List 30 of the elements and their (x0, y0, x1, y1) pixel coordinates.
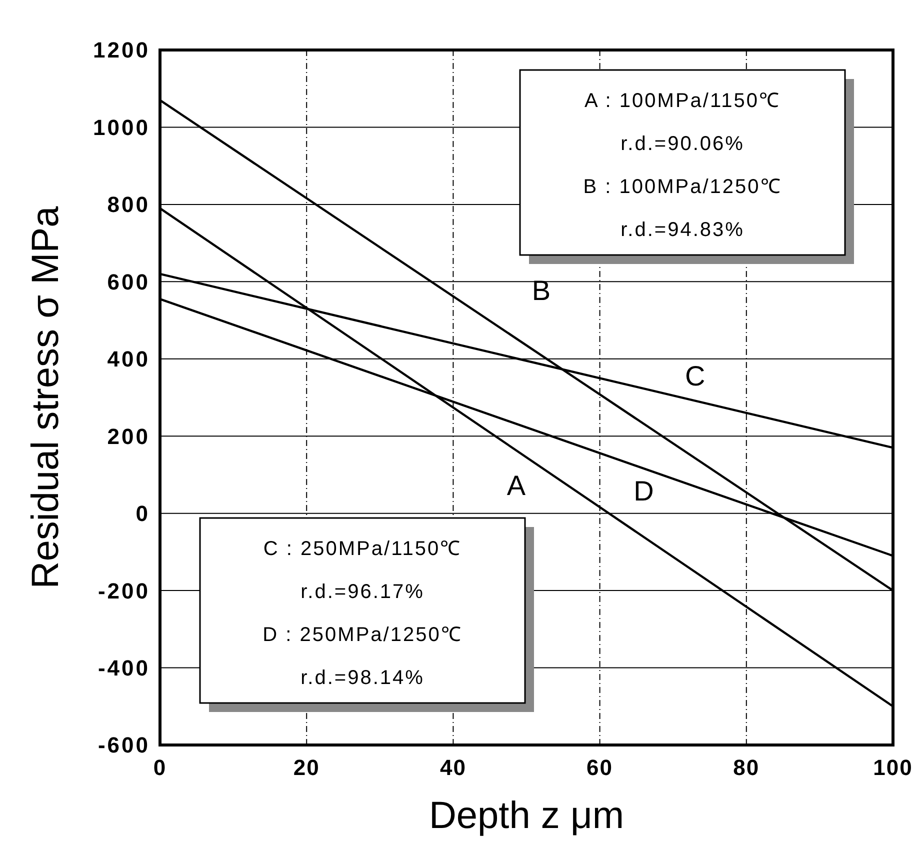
y-tick-label: -600 (98, 732, 150, 758)
annotation: r.d.=90.06% (620, 133, 744, 155)
annotation: A : 100MPa/1150℃ (584, 90, 780, 112)
x-tick-label: 20 (293, 755, 320, 780)
x-tick-label: 40 (440, 755, 466, 780)
annotation: r.d.=94.83% (620, 219, 744, 241)
x-tick-label: 80 (733, 755, 760, 780)
y-axis-title: Residual stress σ MPa (25, 205, 67, 589)
y-tick-label: -200 (98, 578, 150, 604)
y-tick-label: 1200 (93, 38, 150, 63)
annotation: B : 100MPa/1250℃ (583, 176, 782, 198)
series-label: A (506, 470, 526, 502)
x-tick-label: 100 (873, 755, 913, 780)
y-tick-label: 400 (107, 346, 150, 372)
y-tick-label: -400 (98, 655, 150, 680)
y-tick-label: 0 (136, 501, 150, 526)
x-tick-label: 60 (586, 755, 614, 780)
annotation: r.d.=96.17% (300, 581, 424, 603)
y-tick-label: 1000 (93, 114, 150, 140)
series-label: C (684, 360, 706, 392)
annotation: C : 250MPa/1150℃ (263, 538, 462, 560)
y-tick-label: 600 (107, 269, 150, 294)
series-label: B (532, 274, 551, 306)
x-axis-title: Depth z μm (428, 795, 624, 837)
y-tick-label: 800 (107, 192, 150, 218)
annotation: r.d.=98.14% (300, 667, 424, 689)
series-label: D (634, 475, 654, 506)
annotation: D : 250MPa/1250℃ (262, 624, 462, 646)
x-tick-label: 0 (153, 755, 167, 780)
y-tick-label: 200 (107, 424, 150, 449)
